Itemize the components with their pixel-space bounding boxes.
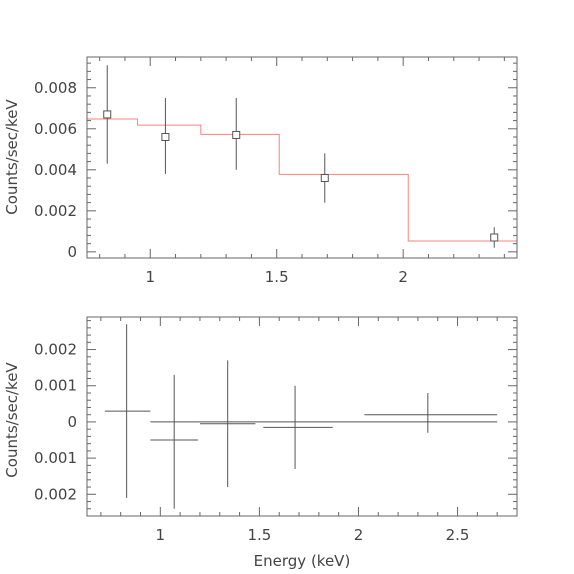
bottom-panel-ticks [87, 317, 518, 517]
bottom-panel-y-axis-label: Counts/sec/keV [3, 362, 21, 478]
residual-points [104, 324, 498, 509]
y-tick-label: 0.006 [34, 120, 77, 138]
y-tick-label: 0.002 [34, 485, 77, 503]
top-panel-ticks [87, 57, 517, 258]
model-line [87, 118, 517, 242]
bottom-panel-tick-labels: 1 1.5 2 2.5 0.002 0.001 0 0.001 0.002 [34, 341, 469, 544]
data-point [161, 98, 170, 174]
top-panel-y-axis-label: Counts/sec/keV [3, 99, 21, 215]
square-marker [103, 110, 112, 119]
y-tick-label: 0.002 [34, 202, 77, 220]
x-tick-label: 1.5 [247, 526, 271, 544]
residual-point [150, 374, 198, 509]
y-tick-label: 0.001 [34, 377, 77, 395]
residual-point [263, 385, 333, 469]
spectrum-panel: 1 1.5 2 0 0.002 0.004 0.006 0.008 Counts/sec/ke… [3, 56, 518, 286]
y-tick-label: 0 [67, 243, 77, 261]
x-tick-label: 1 [156, 526, 166, 544]
y-tick-label: 0.001 [34, 449, 77, 467]
data-point [320, 153, 329, 203]
y-tick-label: 0 [67, 413, 77, 431]
x-tick-label: 1 [145, 268, 155, 286]
y-tick-label: 0.004 [34, 161, 77, 179]
bottom-panel-frame [86, 316, 518, 517]
top-panel-tick-labels: 1 1.5 2 0 0.002 0.004 0.006 0.008 [34, 79, 408, 286]
residual-point [199, 360, 256, 488]
bottom-panel-x-axis-label: Energy (keV) [254, 552, 351, 570]
x-tick-label: 2.5 [446, 526, 470, 544]
y-tick-label: 0.008 [34, 79, 77, 97]
model-step-curve [87, 118, 517, 242]
square-marker [490, 233, 499, 242]
square-marker [320, 174, 329, 183]
residual-point [364, 392, 498, 433]
data-point [103, 65, 112, 164]
square-marker [232, 130, 241, 139]
residual-point [104, 324, 151, 498]
top-panel-frame [86, 56, 518, 259]
square-marker [161, 132, 170, 141]
x-tick-label: 1.5 [265, 268, 289, 286]
data-point [490, 227, 499, 248]
x-tick-label: 2 [398, 268, 408, 286]
data-point [232, 98, 241, 170]
x-tick-label: 2 [354, 526, 364, 544]
y-tick-label: 0.002 [34, 341, 77, 359]
residual-panel: 1 1.5 2 2.5 0.002 0.001 0 0.001 0.002 Counts/sec… [3, 316, 518, 570]
data-points [103, 65, 499, 248]
